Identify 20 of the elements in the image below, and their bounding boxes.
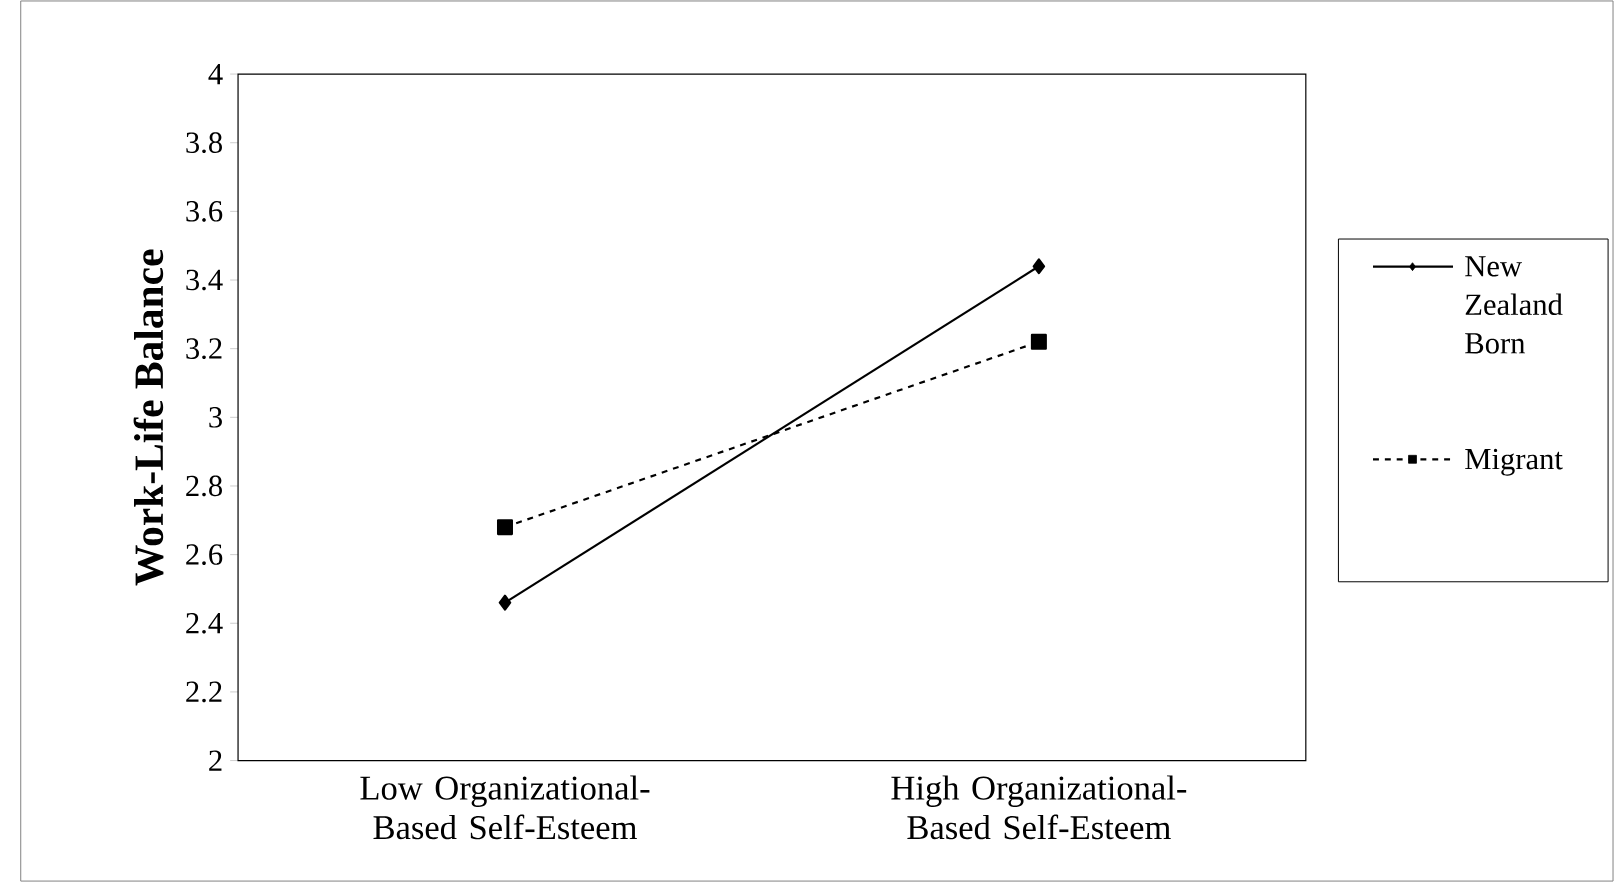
y-tick-label: 3.6 xyxy=(186,201,223,222)
y-tick-label: 3.4 xyxy=(186,269,223,291)
y-tick-label: 3.8 xyxy=(186,132,222,154)
legend-label: Migrant xyxy=(1465,448,1563,476)
x-tick-label: Low Organizational-Based Self-Esteem xyxy=(360,775,650,840)
y-tick-label: 4 xyxy=(208,63,223,85)
point xyxy=(496,519,513,536)
y-tick-label: 2.2 xyxy=(186,681,222,703)
point xyxy=(1032,258,1046,275)
y-tick-label: 3 xyxy=(209,407,222,428)
y-tick-label: 2 xyxy=(209,750,222,771)
point xyxy=(1030,333,1047,350)
y-axis-title: Work-Life Balance xyxy=(133,249,164,586)
y-tick-label: 2.8 xyxy=(186,475,222,497)
y-tick-label: 3.2 xyxy=(186,338,222,359)
y-tick-label: 2.4 xyxy=(186,612,223,634)
point xyxy=(498,594,512,611)
legend-label: New Zealand Born xyxy=(1465,256,1563,354)
y-tick-label: 2.6 xyxy=(186,544,223,565)
x-tick-label: High Organizational-Based Self-Esteem xyxy=(891,775,1187,840)
